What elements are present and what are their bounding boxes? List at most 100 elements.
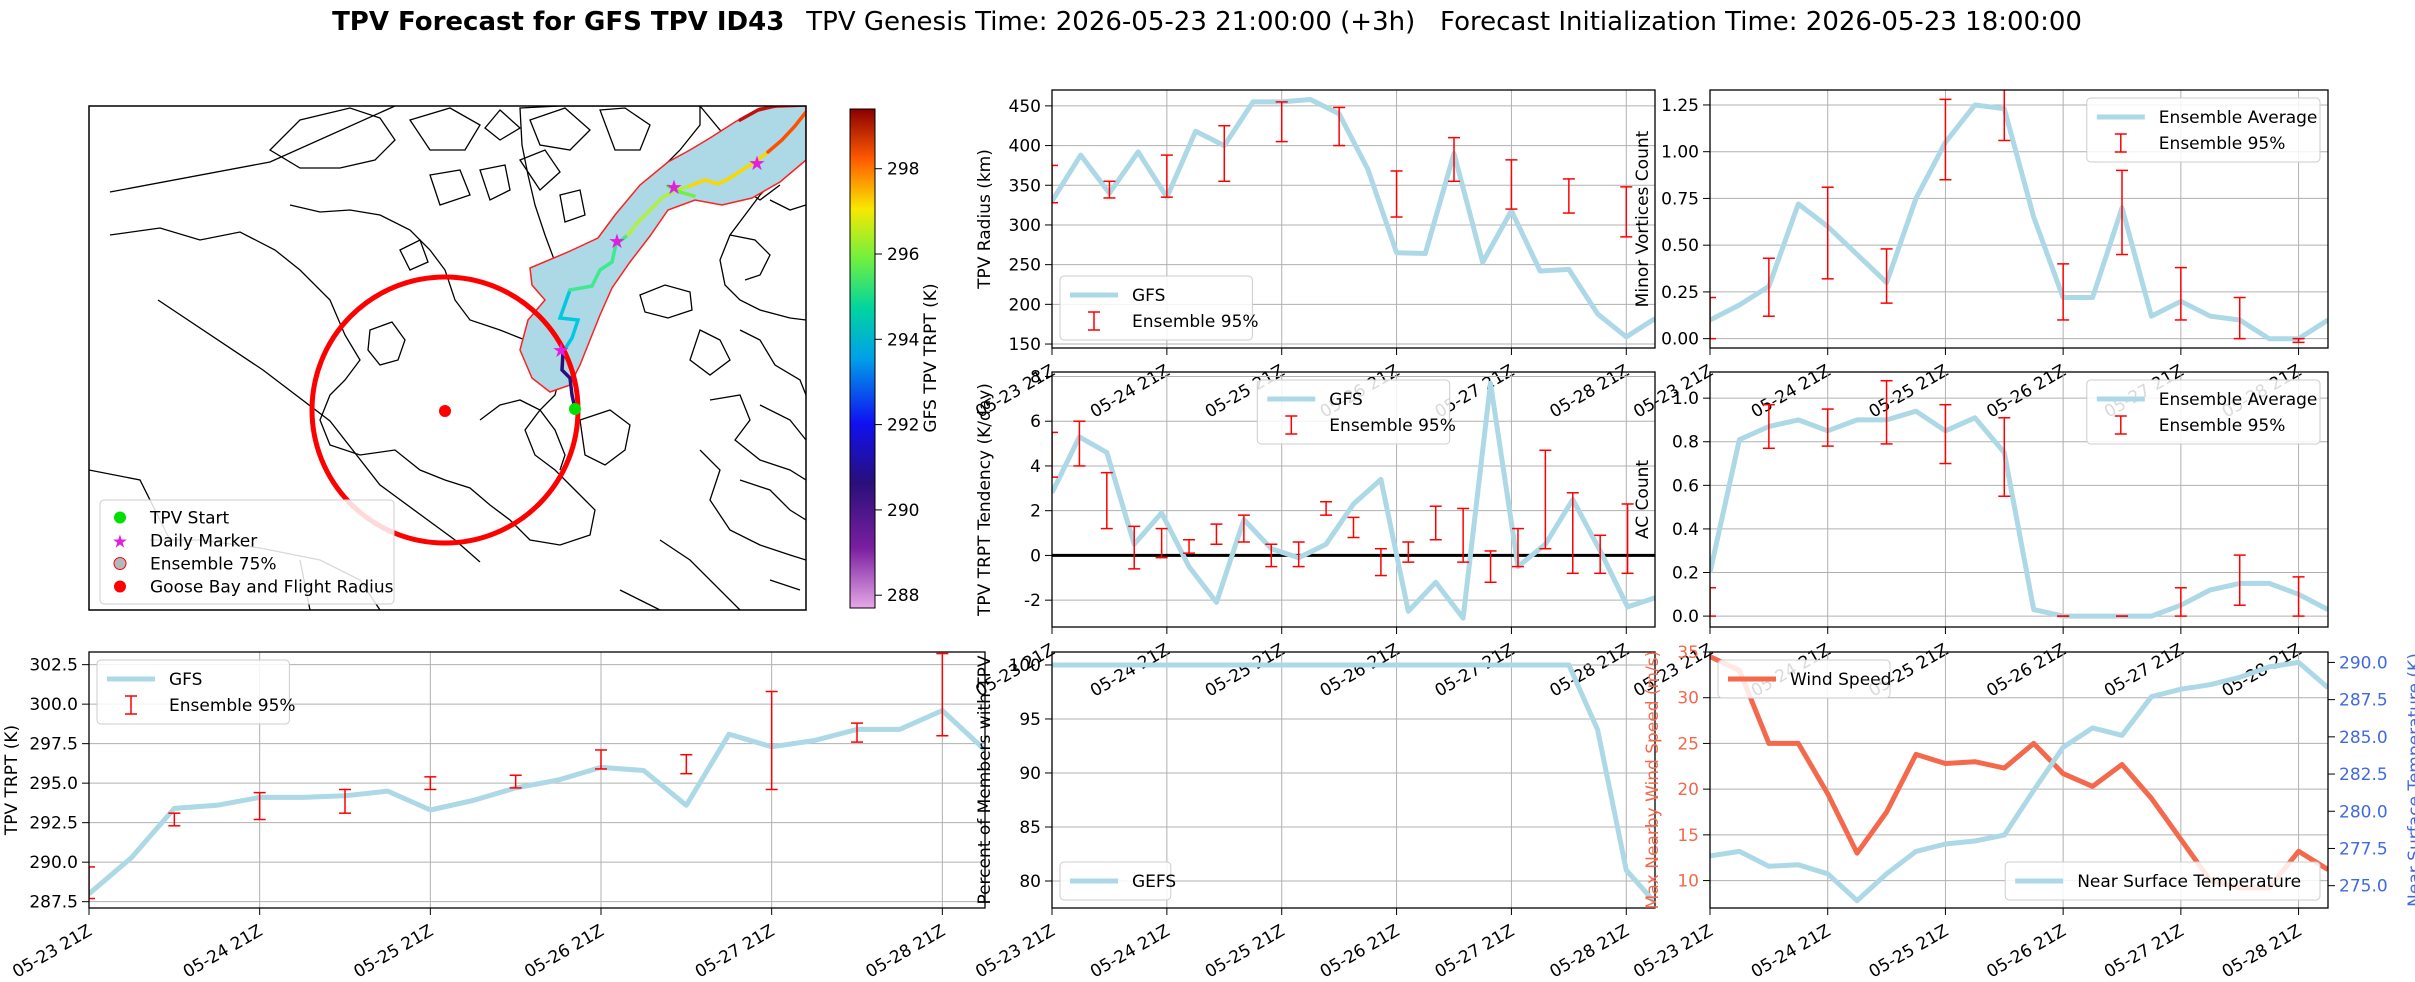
errorbar	[1128, 525, 1141, 570]
errorbar	[1320, 500, 1333, 516]
x-tick-label: 05-23 21Z	[972, 921, 1058, 982]
errorbar	[1100, 471, 1113, 530]
y-tick-label: 0	[1030, 546, 1041, 566]
errorbar	[1821, 408, 1834, 447]
y-axis-label: TPV TRPT (K)	[2, 725, 22, 836]
y-tick-label: 25	[1677, 734, 1699, 754]
legend-frame	[1717, 659, 1891, 699]
errorbar	[1710, 587, 1716, 617]
plot-area	[1052, 662, 1655, 905]
x-tick-label: 05-24 21Z	[1087, 921, 1173, 982]
ensemble-75-region	[519, 106, 806, 393]
errorbar	[1939, 403, 1952, 465]
errorbar	[1621, 503, 1634, 575]
x-tick-label: 05-24 21Z	[1087, 640, 1173, 701]
map-legend-marker	[113, 557, 127, 570]
errorbar	[1265, 543, 1278, 568]
series-line-members	[1052, 662, 1655, 905]
errorbar	[1762, 257, 1775, 317]
errorbar	[2292, 576, 2305, 617]
legend: Wind Speed	[1717, 659, 1891, 699]
y-tick-label: 4	[1030, 457, 1041, 477]
errorbar	[1052, 431, 1058, 478]
legend-frame	[2086, 379, 2321, 445]
plot-frame	[1709, 371, 2329, 628]
errorbar	[1292, 541, 1305, 568]
errorbar	[1880, 248, 1893, 304]
colorbar-label: GFS TPV TRPT (K)	[921, 283, 941, 432]
map-legend-frame	[99, 499, 395, 605]
y-tick-label: 297.5	[29, 735, 78, 755]
y-axis-label: Minor Vortices Count	[1633, 130, 1653, 307]
x-tick-label: 05-26 21Z	[521, 921, 607, 982]
errorbar	[2233, 296, 2246, 340]
x-tick-label: 05-23 21Z	[9, 921, 95, 982]
plot-area	[89, 652, 985, 900]
x-tick-label: 05-27 21Z	[1432, 921, 1518, 982]
y-tick-label: 8	[1030, 367, 1041, 387]
legend-label: GEFS	[1132, 872, 1176, 892]
errorbar	[1218, 124, 1231, 183]
errorbar	[1073, 420, 1086, 467]
errorbar	[851, 722, 863, 743]
x-tick-label: 05-23 21Z	[1630, 921, 1716, 982]
legend-frame	[2086, 97, 2321, 163]
errorbar	[1457, 507, 1470, 563]
errorbar	[1275, 101, 1288, 143]
y-axis-label: TPV TRPT Tendency (K/day)	[975, 383, 995, 617]
y2-tick-label: 285.0	[2339, 728, 2388, 748]
figure-title-bold: TPV Forecast for GFS TPV ID43	[332, 7, 784, 37]
y2-tick-label: 282.5	[2339, 765, 2388, 785]
colorbar-tick-label: 288	[887, 586, 919, 606]
figure-title-rest: TPV Genesis Time: 2026-05-23 21:00:00 (+…	[805, 7, 2082, 37]
chart-wind: 05-23 21Z 05-24 21Z 05-25 21Z 05-26 21Z 05-2…	[1630, 643, 2415, 982]
y-tick-label: 100	[1009, 656, 1041, 676]
x-tick-label: 05-24 21Z	[1748, 361, 1834, 422]
y-tick-label: 6	[1030, 412, 1041, 432]
errorbar	[89, 866, 95, 900]
y-tick-label: 350	[1009, 176, 1041, 196]
tpv-track	[557, 106, 806, 411]
goose-bay-marker	[439, 405, 451, 417]
chart-members: 05-23 21Z 05-24 21Z 05-25 21Z 05-26 21Z 05-2…	[972, 651, 1656, 982]
x-tick-label: 05-28 21Z	[1546, 921, 1632, 982]
errorbar	[680, 753, 693, 775]
y-tick-label: 450	[1009, 97, 1041, 117]
errorbar	[253, 791, 266, 821]
errorbar	[1562, 178, 1575, 214]
errorbar	[1484, 550, 1497, 584]
legend-label: GFS	[1132, 286, 1165, 306]
errorbar	[2116, 169, 2128, 256]
map-legend-label: Ensemble 75%	[150, 555, 277, 575]
legend: GFS Ensemble 95%	[1059, 275, 1259, 341]
colorbar-tick-label: 292	[887, 416, 919, 436]
legend-label: Ensemble 95%	[2159, 416, 2286, 436]
plot-area	[1052, 97, 1655, 340]
errorbar	[1155, 527, 1168, 559]
y-tick-label: 300	[1009, 216, 1041, 236]
x-tick-label: 05-25 21Z	[351, 921, 437, 982]
plot-frame	[1051, 89, 1656, 349]
errorbar	[509, 774, 522, 789]
y-tick-label: 0.8	[1672, 433, 1699, 453]
series-line-minor	[1710, 102, 2328, 342]
errorbar	[1390, 170, 1403, 218]
errorbar	[1505, 159, 1518, 210]
errorbar	[2174, 587, 2187, 617]
map-legend-marker	[114, 511, 126, 524]
y-tick-label: 200	[1009, 295, 1041, 315]
y2-tick-label: 277.5	[2339, 839, 2388, 859]
legend-label: Ensemble 95%	[2159, 134, 2286, 154]
map-legend: TPV Start ★ Daily Marker Ensemble 75% Goose …	[99, 499, 395, 605]
y-tick-label: 150	[1009, 335, 1041, 355]
map-legend-label: Goose Bay and Flight Radius	[150, 578, 394, 598]
legend-frame	[1059, 275, 1253, 341]
y-tick-label: 290.0	[29, 853, 78, 873]
y-tick-label: 295.0	[29, 774, 78, 794]
errorbar	[2174, 266, 2187, 321]
legend-label: Wind Speed	[1790, 670, 1891, 690]
plot-area	[1710, 379, 2328, 619]
y-tick-label: 0.6	[1672, 476, 1699, 496]
y-tick-label: 85	[1019, 818, 1041, 838]
